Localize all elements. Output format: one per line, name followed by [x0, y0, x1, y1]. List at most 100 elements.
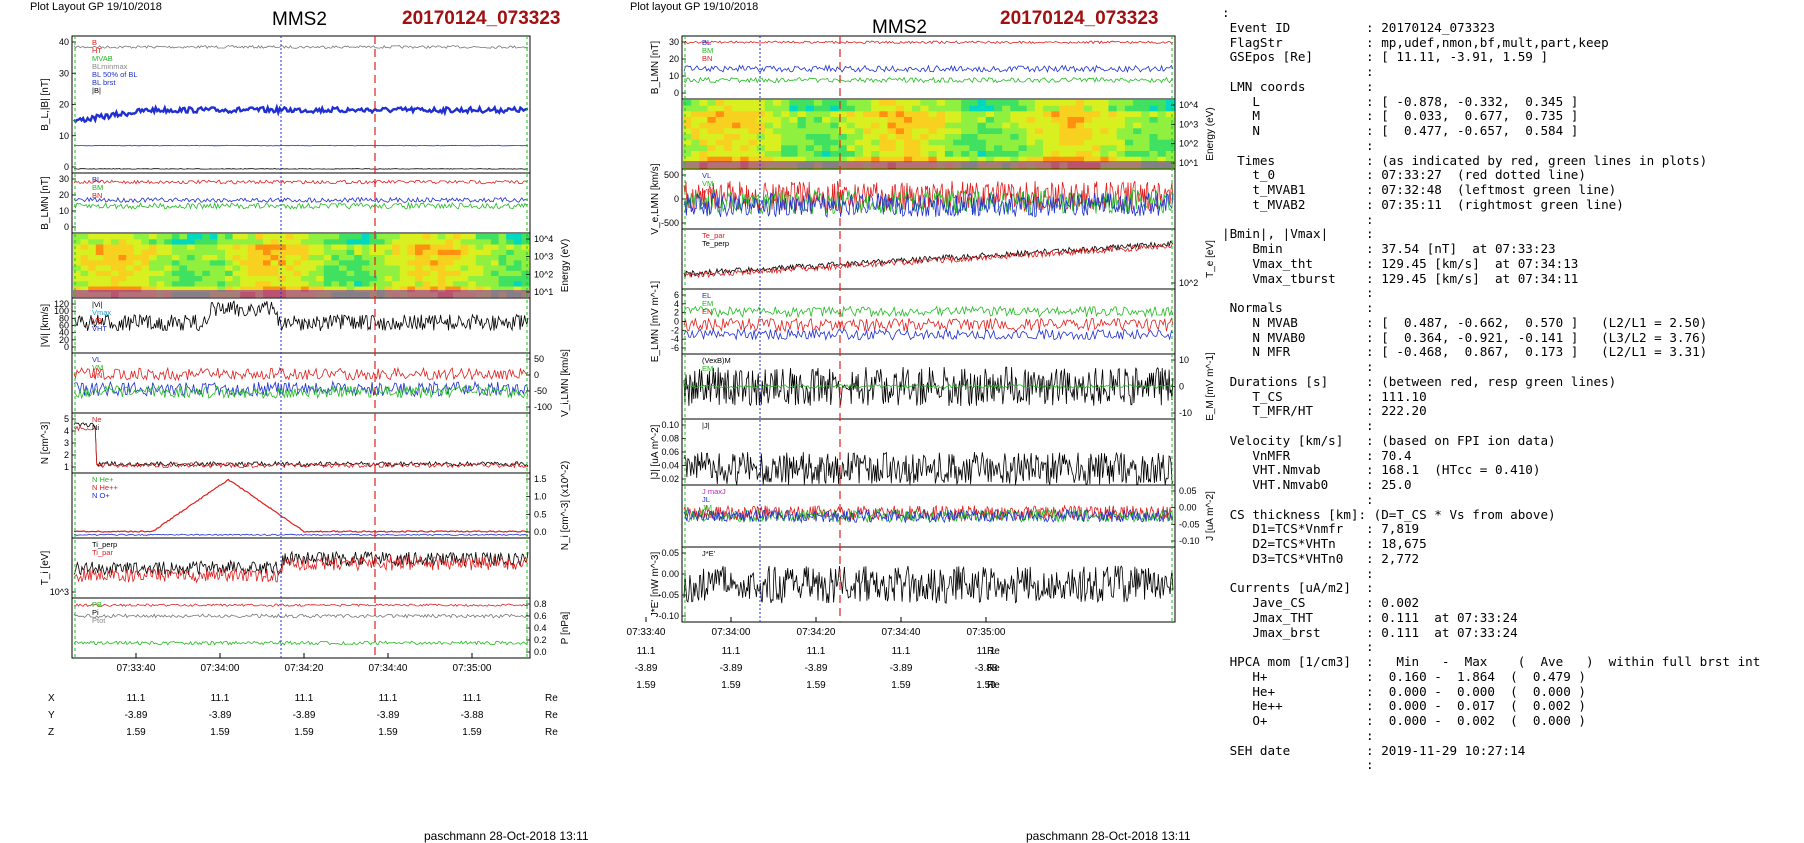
spectrogram-cell [491, 249, 500, 256]
spectrogram-cell [748, 145, 758, 152]
spectrogram-cell [928, 156, 938, 163]
y-tick-label: 120 [54, 299, 69, 309]
spectrogram-cell [813, 156, 823, 163]
spectrogram-cell [164, 286, 173, 293]
spectrogram-cell [1051, 128, 1061, 135]
spectrogram-cell [377, 270, 386, 277]
spectrogram-cell [699, 111, 709, 118]
spectrogram-cell [707, 117, 717, 124]
spectrogram-cell [683, 117, 692, 124]
spectrogram-cell [118, 276, 127, 282]
spectrogram-cell [80, 249, 89, 256]
spectrogram-cell [354, 234, 363, 240]
spectrogram-cell [346, 270, 355, 277]
spectrogram-cell [202, 239, 211, 246]
y-axis-label: E_M [mV m^-1] [1205, 352, 1216, 421]
spectrogram-cell [707, 139, 717, 146]
spectrogram-cell [202, 281, 211, 288]
info-line: FlagStr : mp,udef,nmon,bf,mult,part,keep [1222, 35, 1609, 50]
info-line: Vmax_tburst : 129.45 [km/s] at 07:34:11 [1222, 271, 1579, 286]
spectrogram-cell [316, 281, 325, 288]
spectrogram-cell [789, 134, 799, 141]
spectrogram-cell [928, 111, 938, 118]
spectrogram-cell [854, 139, 864, 146]
spectrogram-cell [521, 281, 530, 288]
spectrogram-cell [1149, 145, 1159, 152]
spectrogram-cell [707, 122, 717, 129]
spectrogram-cell [415, 286, 424, 293]
spectrogram-cell [331, 286, 340, 293]
left-plot-header: Plot Layout GP 19/10/2018 [30, 1, 162, 13]
info-line: : [1222, 6, 1230, 20]
spectrogram-cell [498, 286, 507, 293]
spectrogram-cell [475, 276, 484, 282]
series-line [73, 179, 529, 185]
spectrogram-cell [904, 117, 913, 124]
spectrogram-cell [985, 139, 995, 146]
spectrogram-cell [977, 122, 987, 129]
spectrogram-cell [95, 249, 104, 256]
spectrogram-cell [232, 244, 241, 251]
ephemeris-value: 1.59 [636, 680, 656, 691]
spectrogram-cell [111, 249, 120, 256]
spectrogram-cell [699, 128, 709, 135]
info-line: : [1222, 286, 1374, 301]
panel-frame [71, 472, 531, 539]
spectrogram-cell [1108, 145, 1118, 152]
spectrogram-cell [301, 244, 310, 251]
spectrogram-cell [879, 100, 889, 107]
spectrogram-cell [95, 239, 104, 246]
spectrogram-cell [308, 286, 317, 293]
spectrogram-cell [171, 244, 180, 251]
spectrogram-cell [217, 281, 226, 288]
ephemeris-unit: Re [987, 646, 1000, 657]
spectrogram-cell [838, 117, 848, 124]
spectrogram-cell [822, 151, 831, 158]
spectrogram-cell [846, 151, 856, 158]
y-tick-label: -0.05 [658, 590, 679, 600]
spectrogram-cell [1092, 100, 1101, 107]
spectrogram-cell [683, 100, 692, 107]
legend-entry: JM [702, 503, 712, 512]
spectrogram-cell [149, 270, 158, 277]
spectrogram-cell [179, 234, 188, 240]
spectrogram-cell [354, 286, 363, 293]
spectrogram-cell [1067, 156, 1077, 163]
spectrogram-cell [699, 139, 709, 146]
spectrogram-cell [830, 117, 840, 124]
spectrogram-cell [920, 139, 930, 146]
y-tick-label: -50 [534, 386, 547, 396]
spectrogram-cell [217, 255, 226, 261]
spectrogram-cell [1141, 151, 1151, 158]
spectrogram-cell [202, 255, 211, 261]
spectrogram-cell [1034, 145, 1044, 152]
spectrogram-cell [1018, 156, 1028, 163]
spectrogram-cell [126, 265, 135, 272]
spectrogram-cell [683, 128, 692, 135]
spectrogram-cell [871, 134, 880, 141]
spectrogram-cell [1100, 122, 1110, 129]
spectrogram-cell [871, 117, 880, 124]
spectrogram-cell [1059, 117, 1069, 124]
spectrogram-cell [225, 239, 234, 246]
info-line: : [1222, 419, 1374, 433]
spectrogram-cell [887, 100, 897, 107]
spectrogram-cell [513, 276, 522, 282]
spectrogram-cell [263, 249, 272, 256]
spectrogram-cell [498, 249, 507, 256]
spectrogram-cell [453, 260, 462, 267]
spectrogram-cell [430, 265, 439, 272]
spectrogram-cell [1002, 122, 1011, 129]
spectrogram-cell [1149, 134, 1159, 141]
x-tick-label: 07:34:20 [797, 627, 836, 638]
spectrogram-cell [1157, 139, 1167, 146]
spectrogram-cell [506, 286, 515, 293]
spectrogram-cell [103, 260, 112, 267]
y-tick-label: 0.04 [661, 461, 679, 471]
spectrogram-cell [80, 234, 89, 240]
spectrogram-cell [838, 122, 848, 129]
spectrogram-cell [683, 151, 692, 158]
spectrogram-cell [1059, 156, 1069, 163]
spectrogram-cell [513, 265, 522, 272]
spectrogram-cell [977, 156, 987, 163]
